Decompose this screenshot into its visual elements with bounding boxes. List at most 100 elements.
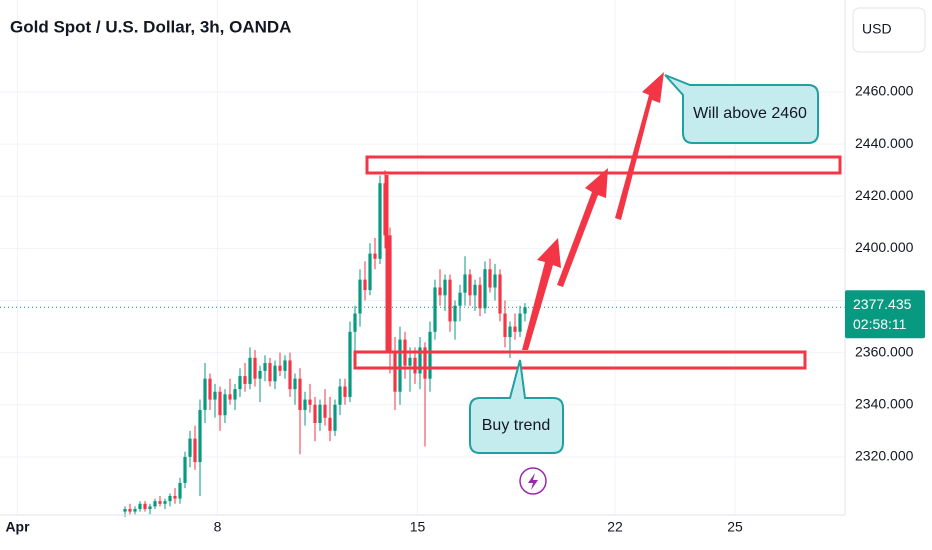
candle-body [493, 274, 497, 288]
x-tick-label: 8 [214, 519, 222, 535]
candle-body [358, 279, 362, 314]
candle-body [218, 391, 222, 416]
candle-body [208, 378, 212, 400]
y-tick-label: 2340.000 [855, 395, 914, 411]
candle-body [123, 509, 127, 512]
candle-body [318, 404, 322, 423]
candle-body [488, 269, 492, 288]
currency-button[interactable] [852, 7, 926, 53]
y-tick-label: 2440.000 [855, 135, 914, 151]
candle-body [293, 378, 297, 390]
candle-body [473, 284, 477, 296]
arrow [557, 168, 608, 287]
candle-body [183, 456, 187, 483]
event-icon-bolt [528, 473, 538, 490]
candle-body [173, 495, 177, 499]
candle-body [518, 313, 522, 332]
callout [664, 74, 819, 144]
callout-text: Buy trend [482, 417, 550, 434]
candle-body [423, 347, 427, 379]
candle-body [408, 357, 412, 366]
candle-body [253, 357, 257, 379]
candle-body [158, 501, 162, 504]
candle-body [163, 501, 167, 504]
candle-body [148, 506, 152, 510]
candle-body [438, 287, 442, 296]
candle-body [138, 503, 142, 510]
candle-body [348, 331, 352, 397]
candle-body [468, 274, 472, 296]
candle-body [128, 509, 132, 512]
grid [0, 0, 845, 515]
candle-body [133, 509, 137, 512]
candle-body [523, 307, 527, 314]
callout [469, 359, 564, 454]
candle-body [188, 438, 192, 457]
candle-body [238, 376, 242, 390]
candle-body [143, 503, 147, 510]
candle-body [453, 305, 457, 322]
candle-body [243, 376, 247, 384]
y-tick-label: 2320.000 [855, 448, 914, 464]
candle-body [413, 357, 417, 374]
candle-body [303, 399, 307, 410]
candle-body [268, 363, 272, 382]
candle-body [198, 409, 202, 463]
candle-body [428, 331, 432, 379]
candle-body [433, 287, 437, 332]
candle-body [223, 394, 227, 416]
candle-body [513, 326, 517, 332]
x-tick-label: 15 [410, 519, 426, 535]
candle-body [373, 253, 377, 259]
candle-body [478, 284, 482, 309]
candle-body [193, 438, 197, 463]
candle-body [278, 365, 282, 371]
candle-body [263, 363, 267, 371]
currency: USD [862, 21, 892, 37]
candle-body [353, 313, 357, 332]
support-box [353, 350, 807, 370]
candle-body [178, 482, 182, 499]
candle-body [328, 417, 332, 431]
x-tick-label: 25 [727, 519, 743, 535]
callout-text: Will above 2460 [693, 105, 807, 122]
candle-body [448, 279, 452, 322]
candle-body [388, 235, 392, 353]
candle-body [368, 253, 372, 291]
arrows [522, 72, 664, 350]
candle-body [273, 365, 277, 382]
candle-body [498, 274, 502, 314]
y-tick-label: 2360.000 [855, 343, 914, 359]
candle-body [228, 394, 232, 400]
arrow [615, 72, 664, 220]
candle-body [503, 313, 507, 337]
candle-body [508, 326, 512, 337]
axes: 2320.0002340.0002360.0002380.0002400.000… [5, 83, 925, 535]
candle-body [398, 339, 402, 392]
countdown: 02:58:11 [853, 316, 907, 332]
y-tick-label: 2460.000 [855, 83, 914, 99]
candle-body [203, 378, 207, 410]
candle-body [338, 386, 342, 405]
candle-body [483, 269, 487, 309]
candle-body [153, 501, 157, 507]
chart-title: Gold Spot / U.S. Dollar, 3h, OANDA [10, 17, 291, 36]
candle-body [213, 391, 217, 400]
candle-body [383, 183, 387, 236]
y-tick-label: 2420.000 [855, 187, 914, 203]
last-price-tag [845, 290, 925, 339]
candle-body [443, 279, 447, 296]
candle-body [378, 183, 382, 259]
candle-body [393, 352, 397, 392]
candle-body [288, 360, 292, 390]
candle-body [283, 360, 287, 371]
candle-body [313, 404, 317, 423]
candle-body [463, 274, 467, 293]
candle-body [258, 370, 262, 379]
candle-body [308, 399, 312, 405]
y-tick-label: 2400.000 [855, 239, 914, 255]
arrow [522, 238, 561, 350]
candle-body [333, 404, 337, 431]
x-tick-label: Apr [5, 519, 30, 535]
